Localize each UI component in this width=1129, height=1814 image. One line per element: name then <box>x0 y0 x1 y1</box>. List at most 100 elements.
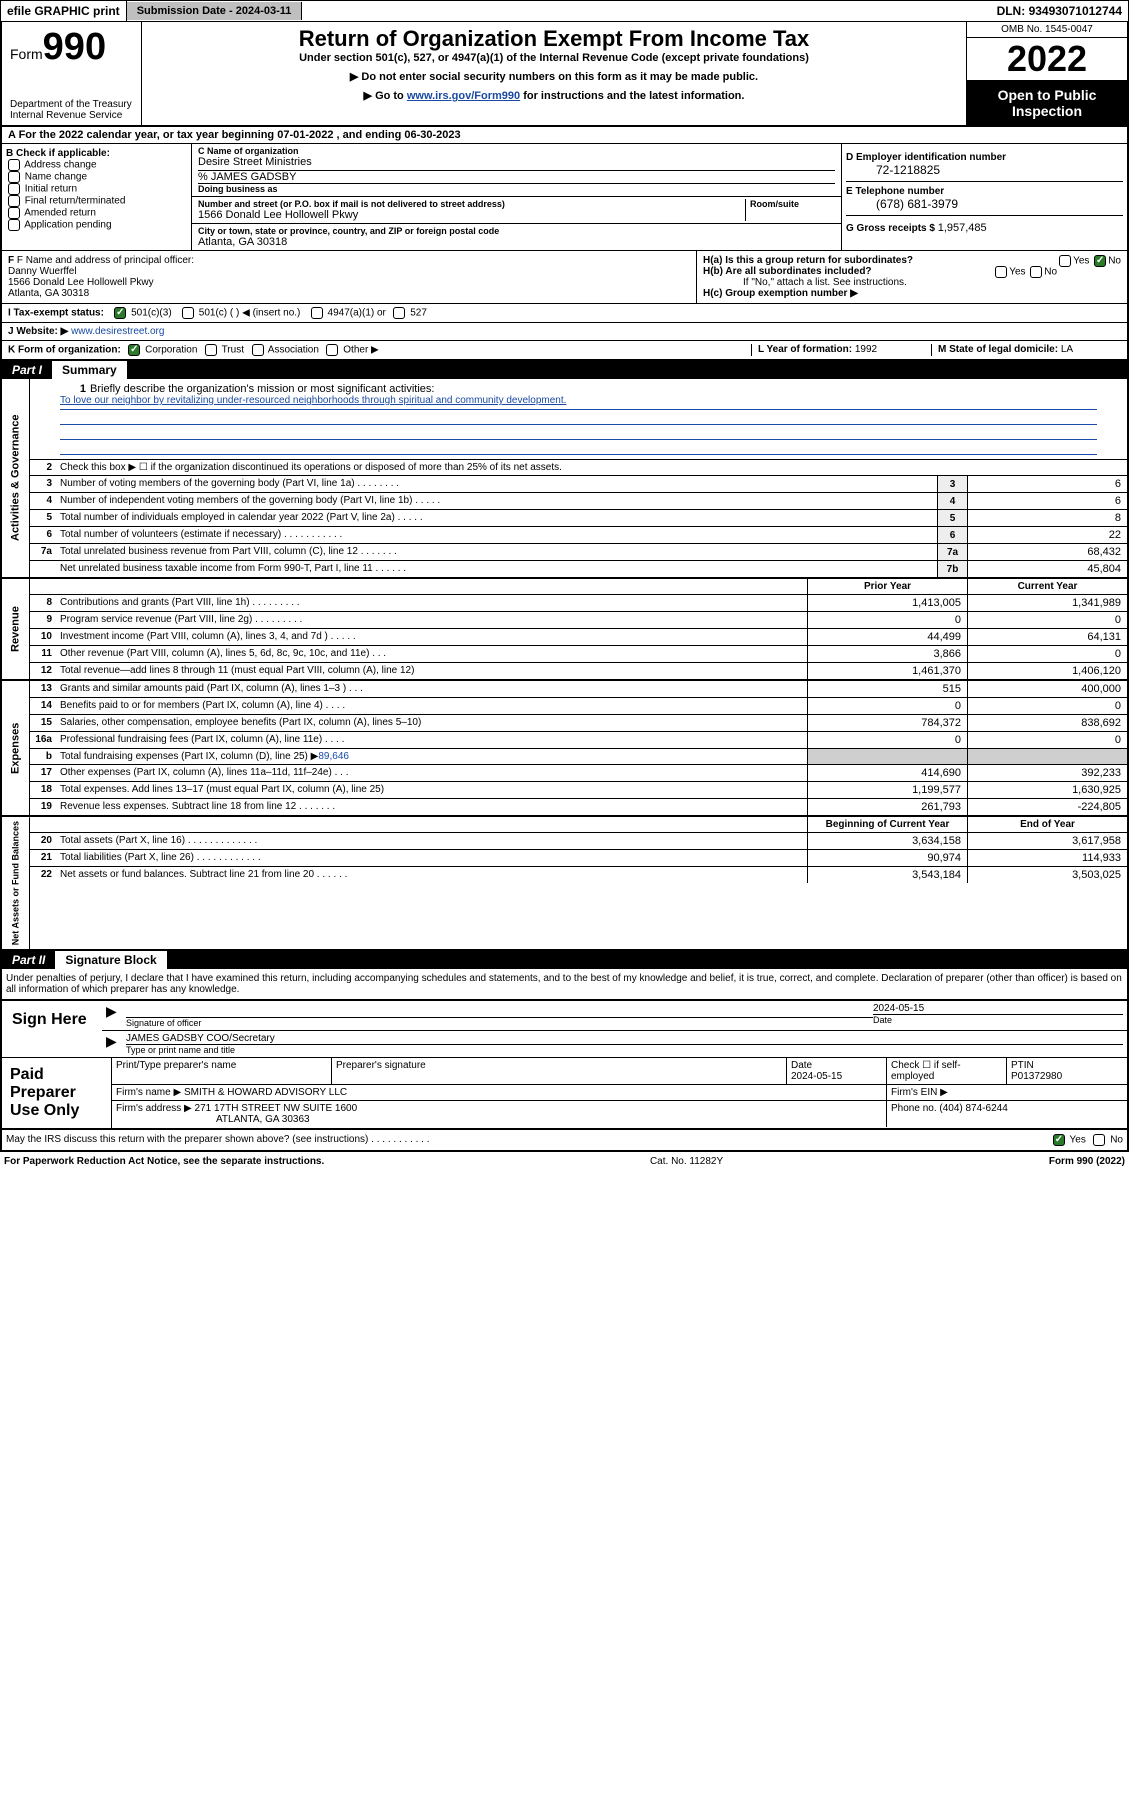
checkbox-hb-yes[interactable] <box>995 266 1007 278</box>
checkbox-initial-return[interactable] <box>8 183 20 195</box>
end-year-header: End of Year <box>967 817 1127 832</box>
summary-activities: Activities & Governance 1Briefly describ… <box>0 379 1129 579</box>
checkbox-527[interactable] <box>393 307 405 319</box>
arrow-icon: ▶ <box>106 1033 126 1055</box>
part-ii-header: Part II Signature Block <box>0 951 1129 969</box>
subtitle-3: ▶ Go to www.irs.gov/Form990 for instruct… <box>150 89 958 102</box>
tab-net-assets: Net Assets or Fund Balances <box>2 817 30 949</box>
subordinates-question: H(b) Are all subordinates included? Yes … <box>703 266 1121 277</box>
tax-year: 2022 <box>967 38 1127 81</box>
officer-typed-name: JAMES GADSBY COO/Secretary <box>126 1033 1123 1044</box>
checkbox-corporation[interactable] <box>128 344 140 356</box>
checkbox-hb-no[interactable] <box>1030 266 1042 278</box>
street-address: 1566 Donald Lee Hollowell Pkwy <box>198 209 745 221</box>
care-of: % JAMES GADSBY <box>198 170 835 183</box>
checkbox-discuss-yes[interactable] <box>1053 1134 1065 1146</box>
tab-expenses: Expenses <box>2 681 30 815</box>
firm-phone: Phone no. (404) 874-6244 <box>887 1101 1127 1127</box>
irs-link[interactable]: www.irs.gov/Form990 <box>407 90 520 102</box>
gross-receipts-label: G Gross receipts $ <box>846 223 938 234</box>
efile-label: efile GRAPHIC print <box>1 1 127 21</box>
prior-year-header: Prior Year <box>807 579 967 594</box>
dln: DLN: 93493071012744 <box>991 1 1128 21</box>
state-domicile: M State of legal domicile: LA <box>931 344 1121 356</box>
checkbox-ha-yes[interactable] <box>1059 255 1071 267</box>
tax-year-line: A For the 2022 calendar year, or tax yea… <box>0 127 1129 144</box>
city-state-zip: Atlanta, GA 30318 <box>198 236 835 248</box>
mission-block: 1Briefly describe the organization's mis… <box>30 379 1127 460</box>
hb-note: If "No," attach a list. See instructions… <box>703 277 1121 288</box>
year-formation: L Year of formation: 1992 <box>751 344 931 356</box>
name-title-label: Type or print name and title <box>126 1044 1123 1055</box>
self-employed: Check ☐ if self-employed <box>887 1058 1007 1084</box>
room-suite-label: Room/suite <box>750 199 835 209</box>
mission-text: To love our neighbor by revitalizing und… <box>60 395 1097 410</box>
dept-label: Department of the Treasury Internal Reve… <box>10 99 133 121</box>
checkbox-name-change[interactable] <box>8 171 20 183</box>
summary-revenue: Revenue Prior YearCurrent Year 8Contribu… <box>0 579 1129 681</box>
checkbox-address-change[interactable] <box>8 159 20 171</box>
group-exemption: H(c) Group exemption number ▶ <box>703 288 1121 299</box>
firm-name: Firm's name ▶ SMITH & HOWARD ADVISORY LL… <box>112 1085 887 1100</box>
preparer-name-label: Print/Type preparer's name <box>112 1058 332 1084</box>
declaration-text: Under penalties of perjury, I declare th… <box>0 969 1129 1001</box>
checkbox-4947a1[interactable] <box>311 307 323 319</box>
footer: For Paperwork Reduction Act Notice, see … <box>0 1152 1129 1171</box>
org-name-label: C Name of organization <box>198 146 835 156</box>
val-7a: 68,432 <box>967 544 1127 560</box>
summary-net-assets: Net Assets or Fund Balances Beginning of… <box>0 817 1129 951</box>
checkbox-application-pending[interactable] <box>8 219 20 231</box>
phone-label: E Telephone number <box>846 186 1123 197</box>
paperwork-notice: For Paperwork Reduction Act Notice, see … <box>4 1156 324 1167</box>
val-4: 6 <box>967 493 1127 509</box>
ein-value: 72-1218825 <box>846 163 1123 177</box>
sig-date: 2024-05-15 <box>873 1003 1123 1014</box>
website-line: J Website: ▶ www.desirestreet.org <box>0 323 1129 341</box>
fundraising-link[interactable]: 89,646 <box>318 751 349 762</box>
form-number: Form990 <box>10 26 133 69</box>
officer-label: F F Name and address of principal office… <box>8 255 690 266</box>
checkbox-final-return[interactable] <box>8 195 20 207</box>
checkbox-501c3[interactable] <box>114 307 126 319</box>
checkbox-trust[interactable] <box>205 344 217 356</box>
val-6: 22 <box>967 527 1127 543</box>
address-label: Number and street (or P.O. box if mail i… <box>198 199 745 209</box>
submission-date-btn[interactable]: Submission Date - 2024-03-11 <box>127 2 303 20</box>
form-title: Return of Organization Exempt From Incom… <box>150 26 958 52</box>
subtitle-1: Under section 501(c), 527, or 4947(a)(1)… <box>150 52 958 64</box>
form-header: Form990 Department of the Treasury Inter… <box>0 22 1129 127</box>
preparer-sig-label: Preparer's signature <box>332 1058 787 1084</box>
topbar: efile GRAPHIC print Submission Date - 20… <box>0 0 1129 22</box>
website-link[interactable]: www.desirestreet.org <box>71 326 164 337</box>
officer-name: Danny Wuerffel <box>8 266 690 277</box>
begin-year-header: Beginning of Current Year <box>807 817 967 832</box>
preparer-date: Date2024-05-15 <box>787 1058 887 1084</box>
paid-preparer-block: Paid Preparer Use Only Print/Type prepar… <box>2 1058 1127 1128</box>
tab-revenue: Revenue <box>2 579 30 679</box>
cat-number: Cat. No. 11282Y <box>324 1156 1049 1167</box>
checkbox-amended-return[interactable] <box>8 207 20 219</box>
org-info-block: B Check if applicable: Address change Na… <box>0 144 1129 251</box>
officer-city: Atlanta, GA 30318 <box>8 288 690 299</box>
org-name: Desire Street Ministries <box>198 156 835 168</box>
val-3: 6 <box>967 476 1127 492</box>
omb-number: OMB No. 1545-0047 <box>967 22 1127 38</box>
officer-sig-label: Signature of officer <box>126 1017 873 1028</box>
city-label: City or town, state or province, country… <box>198 226 835 236</box>
arrow-icon: ▶ <box>106 1003 126 1028</box>
part-i-header: Part I Summary <box>0 361 1129 379</box>
firm-ein-label: Firm's EIN ▶ <box>887 1085 1127 1100</box>
tax-exempt-status: I Tax-exempt status: 501(c)(3) 501(c) ( … <box>0 304 1129 323</box>
firm-address: Firm's address ▶ 271 17TH STREET NW SUIT… <box>112 1101 887 1127</box>
form-org-line: K Form of organization: Corporation Trus… <box>0 341 1129 361</box>
ptin: PTINP01372980 <box>1007 1058 1127 1084</box>
checkbox-501c[interactable] <box>182 307 194 319</box>
checkbox-association[interactable] <box>252 344 264 356</box>
tab-activities: Activities & Governance <box>2 379 30 577</box>
date-label: Date <box>873 1014 1123 1025</box>
checkbox-other[interactable] <box>326 344 338 356</box>
group-return-question: H(a) Is this a group return for subordin… <box>703 255 1121 266</box>
checkbox-discuss-no[interactable] <box>1093 1134 1105 1146</box>
checkbox-ha-no[interactable] <box>1094 255 1106 267</box>
form-ref: Form 990 (2022) <box>1049 1156 1125 1167</box>
